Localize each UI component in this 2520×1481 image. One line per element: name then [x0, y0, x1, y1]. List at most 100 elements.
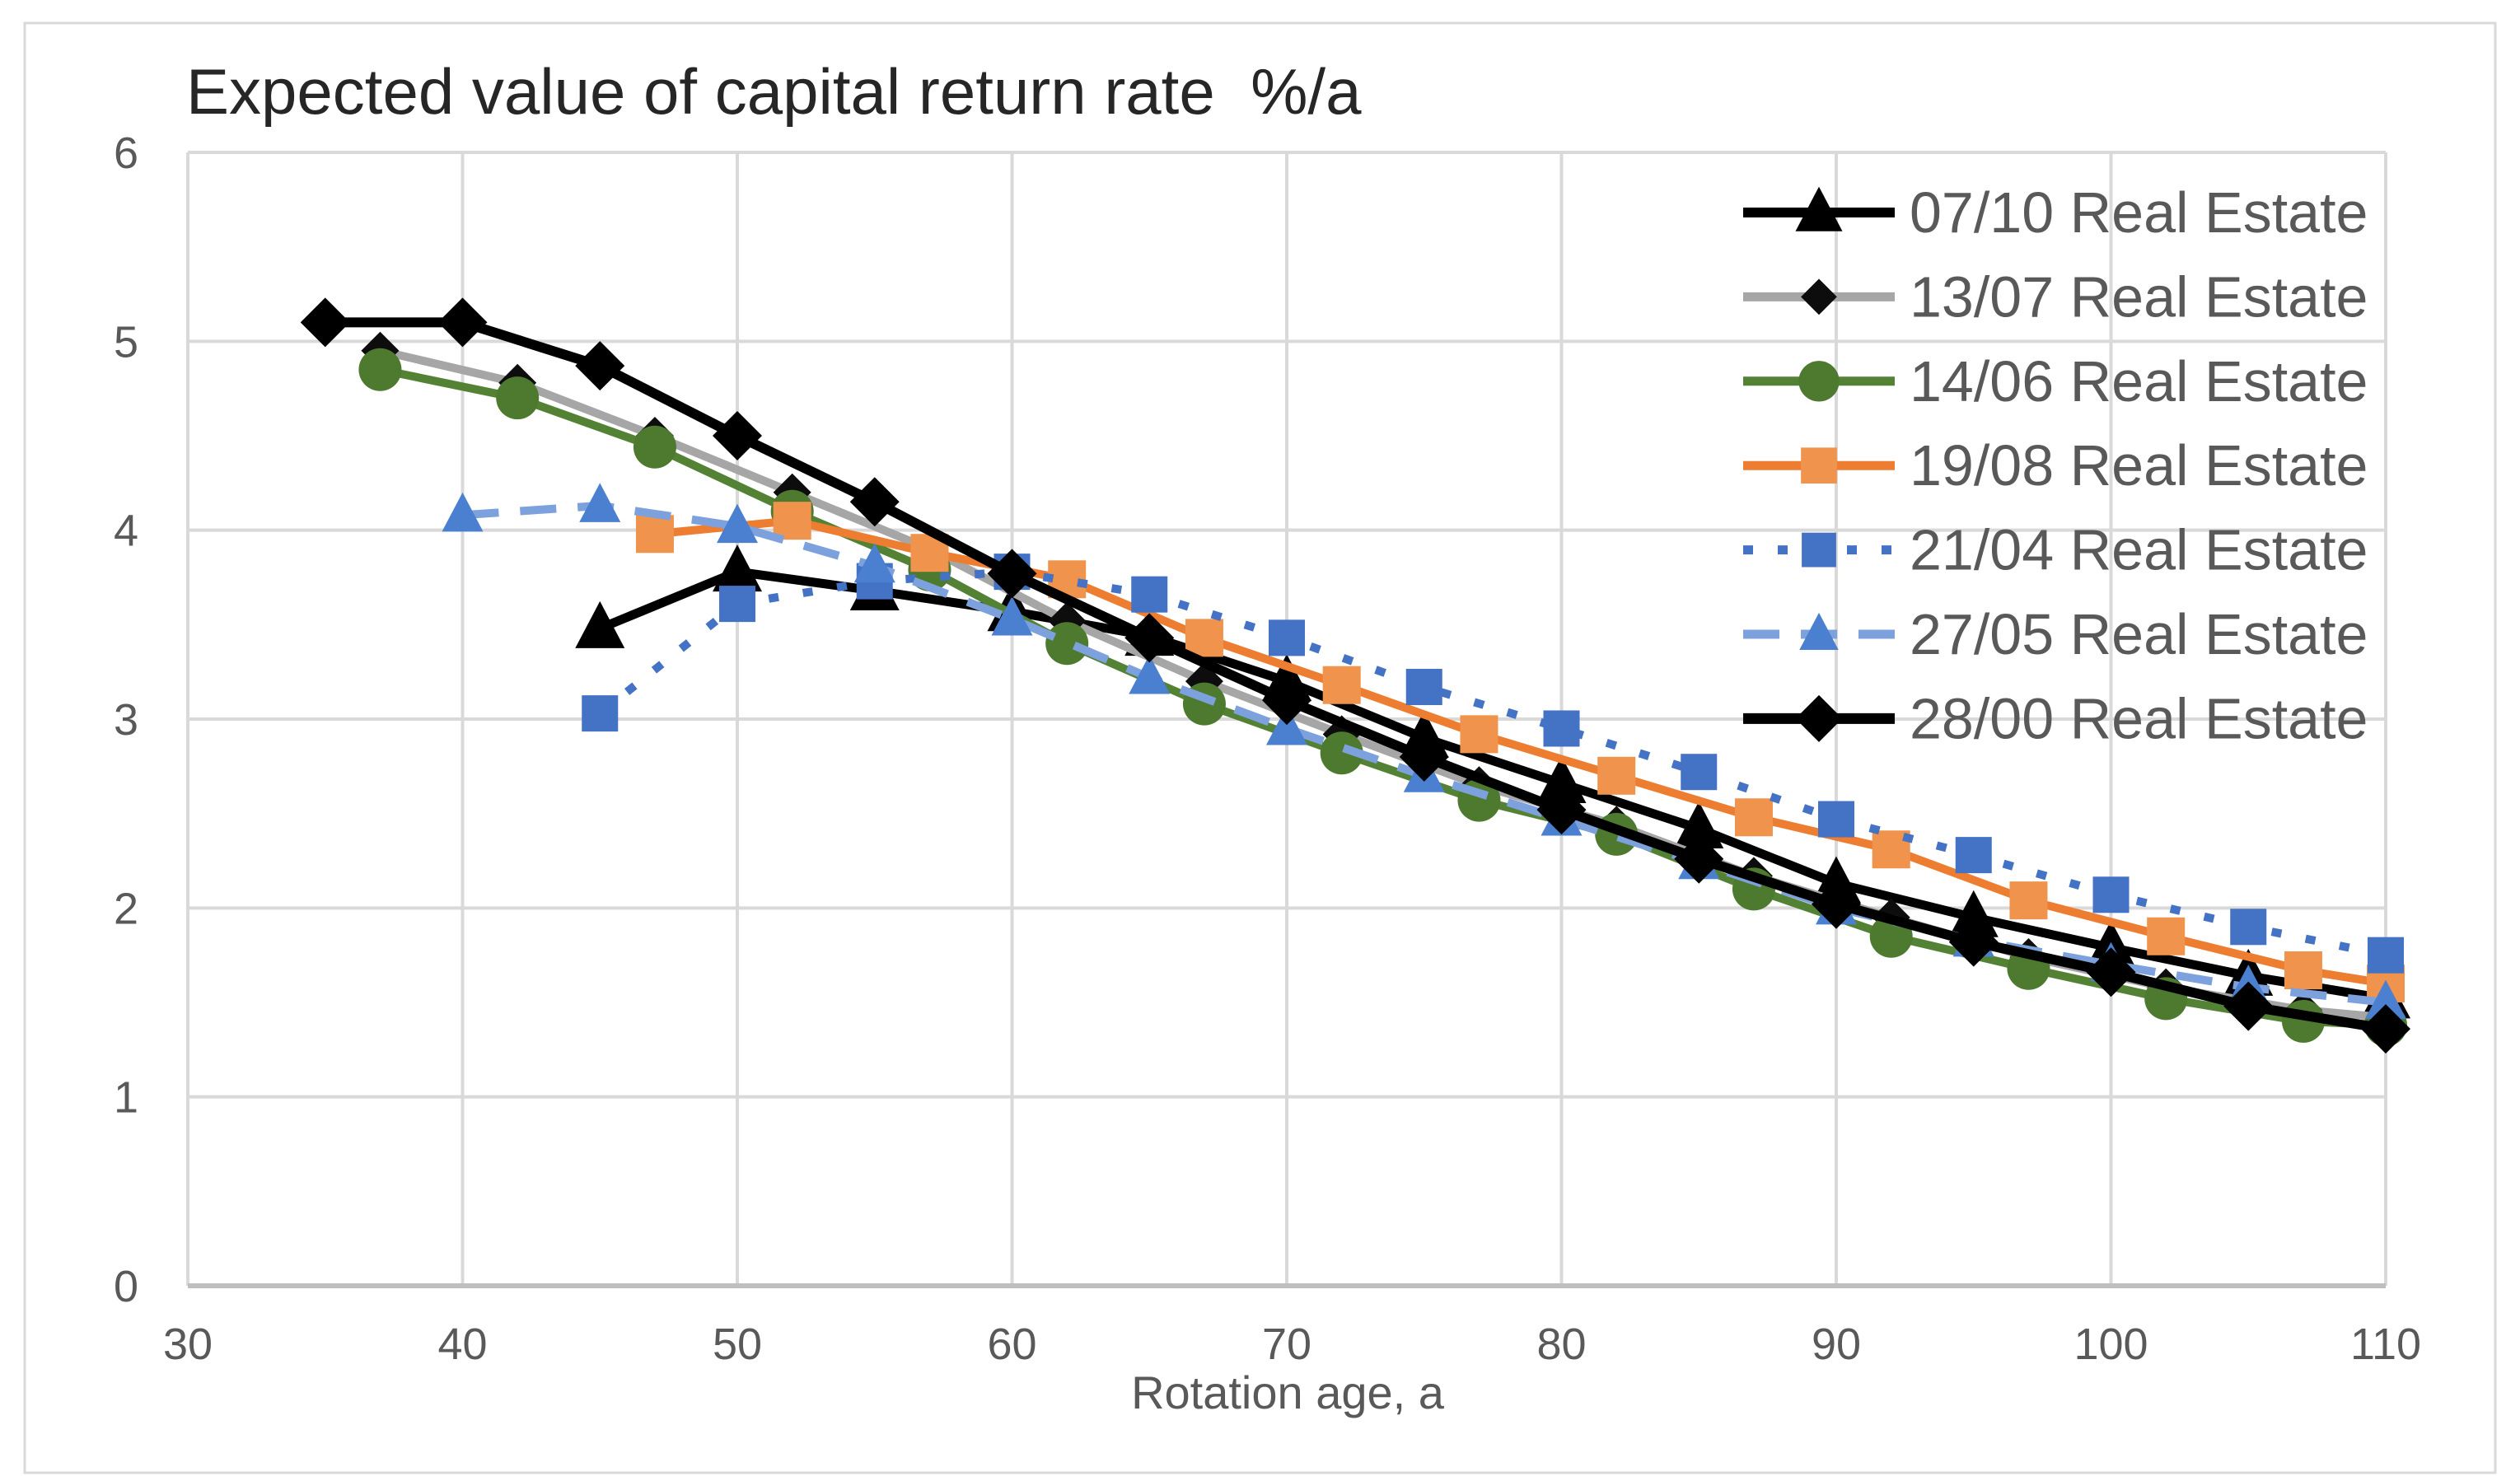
chart-border [23, 21, 2497, 1474]
x-tick-label: 30 [163, 1320, 213, 1369]
series-line [379, 365, 2387, 1030]
y-tick-label: 4 [114, 507, 138, 556]
data-point-marker [1399, 731, 1449, 782]
series-line [325, 317, 2387, 1035]
data-point-marker [1131, 576, 1168, 613]
x-axis-title: Rotation age, a [1131, 1367, 1444, 1418]
data-point-marker [1734, 798, 1773, 837]
x-tick-label: 80 [1536, 1320, 1586, 1369]
data-point-marker [713, 544, 762, 592]
data-point-marker [1129, 655, 1171, 694]
series-28-00 [300, 297, 2410, 1054]
data-point-marker [496, 376, 540, 420]
data-point-marker [2223, 981, 2274, 1031]
series-19-08 [635, 502, 2405, 1003]
data-point-marker [2365, 979, 2406, 1019]
legend-label: 27/05 Real Estate [1910, 602, 2368, 666]
data-point-marker [1795, 694, 1843, 742]
legend-item: 21/04 Real Estate [1743, 518, 2368, 582]
data-point-marker [1801, 447, 1837, 484]
data-point-marker [1405, 669, 1442, 706]
data-point-marker [1799, 612, 1839, 650]
data-point-marker [1185, 619, 1223, 657]
x-tick-label: 110 [2350, 1320, 2421, 1369]
data-point-marker [582, 695, 619, 732]
data-point-marker [1320, 731, 1363, 775]
x-tick-label: 40 [437, 1320, 487, 1369]
data-point-marker [1802, 532, 1836, 568]
y-tick-label: 5 [114, 317, 138, 367]
x-tick-label: 90 [1812, 1320, 1861, 1369]
data-point-marker [1262, 675, 1311, 726]
data-point-marker [719, 586, 755, 623]
x-tick-label: 60 [987, 1320, 1036, 1369]
data-point-marker [2147, 917, 2186, 955]
legend-item: 19/08 Real Estate [1743, 433, 2368, 498]
data-point-marker [1460, 715, 1498, 754]
data-point-marker [2361, 1004, 2410, 1054]
series-line [598, 567, 2387, 1003]
data-point-marker [1536, 785, 1587, 835]
x-tick-label: 70 [1262, 1320, 1311, 1369]
data-point-marker [2230, 909, 2267, 946]
legend-label: 28/00 Real Estate [1910, 686, 2368, 750]
data-point-marker [575, 341, 625, 391]
data-point-marker [849, 477, 900, 527]
data-point-marker [579, 483, 621, 522]
x-tick-label: 50 [713, 1320, 762, 1369]
legend-item: 27/05 Real Estate [1743, 602, 2368, 666]
data-point-marker [635, 515, 674, 554]
legend-label: 13/07 Real Estate [1910, 264, 2368, 329]
data-point-marker [1543, 710, 1580, 747]
data-point-marker [1812, 879, 1861, 929]
data-point-marker [437, 297, 488, 348]
data-point-marker [1674, 801, 1724, 849]
data-point-marker [853, 543, 895, 583]
data-point-marker [717, 503, 758, 544]
y-tick-label: 0 [114, 1262, 138, 1311]
data-point-marker [1269, 619, 1305, 656]
data-point-marker [991, 596, 1033, 636]
data-point-marker [2284, 951, 2322, 990]
data-point-marker [1801, 278, 1837, 315]
legend-label: 21/04 Real Estate [1910, 518, 2368, 582]
legend-label: 19/08 Real Estate [1910, 433, 2368, 498]
legend-item: 14/06 Real Estate [1743, 349, 2368, 413]
data-point-marker [2092, 876, 2130, 913]
data-point-marker [1597, 756, 1636, 795]
data-point-marker [442, 492, 484, 532]
data-point-marker [1536, 755, 1587, 803]
data-point-marker [300, 297, 350, 348]
chart-title: Expected value of capital return rate %/… [186, 55, 1362, 128]
legend-label: 14/06 Real Estate [1910, 349, 2368, 413]
x-tick-label: 100 [2074, 1320, 2148, 1369]
data-point-marker [1948, 890, 1999, 937]
data-point-marker [1955, 837, 1992, 874]
data-point-marker [1045, 622, 1089, 666]
data-point-marker [1266, 705, 1307, 745]
legend-label: 07/10 Real Estate [1910, 180, 2368, 245]
y-tick-label: 3 [114, 695, 138, 745]
legend-item: 07/10 Real Estate [1743, 180, 2368, 245]
data-point-marker [1798, 361, 1840, 402]
data-point-marker [1124, 613, 1175, 663]
data-point-marker [633, 425, 676, 469]
series-line [654, 516, 2387, 988]
axis-tick-labels: 30 40 50 60 70 80 90 100 110 0 1 2 3 4 5 6 [114, 128, 2421, 1369]
data-point-marker [987, 549, 1037, 599]
legend-item: 28/00 Real Estate [1743, 686, 2368, 750]
data-point-marker [575, 600, 625, 648]
data-point-marker [1795, 186, 1843, 231]
y-tick-label: 6 [114, 128, 138, 178]
data-point-marker [1818, 801, 1854, 838]
y-tick-label: 2 [114, 884, 138, 933]
data-point-marker [1681, 754, 1718, 791]
legend: 07/10 Real Estate 13/07 Real Estate 14/06 … [1743, 180, 2368, 750]
data-point-marker [2086, 947, 2136, 997]
y-tick-label: 1 [114, 1073, 138, 1123]
data-point-marker [358, 348, 402, 391]
data-point-marker [773, 502, 811, 540]
data-point-marker [1948, 917, 1999, 967]
